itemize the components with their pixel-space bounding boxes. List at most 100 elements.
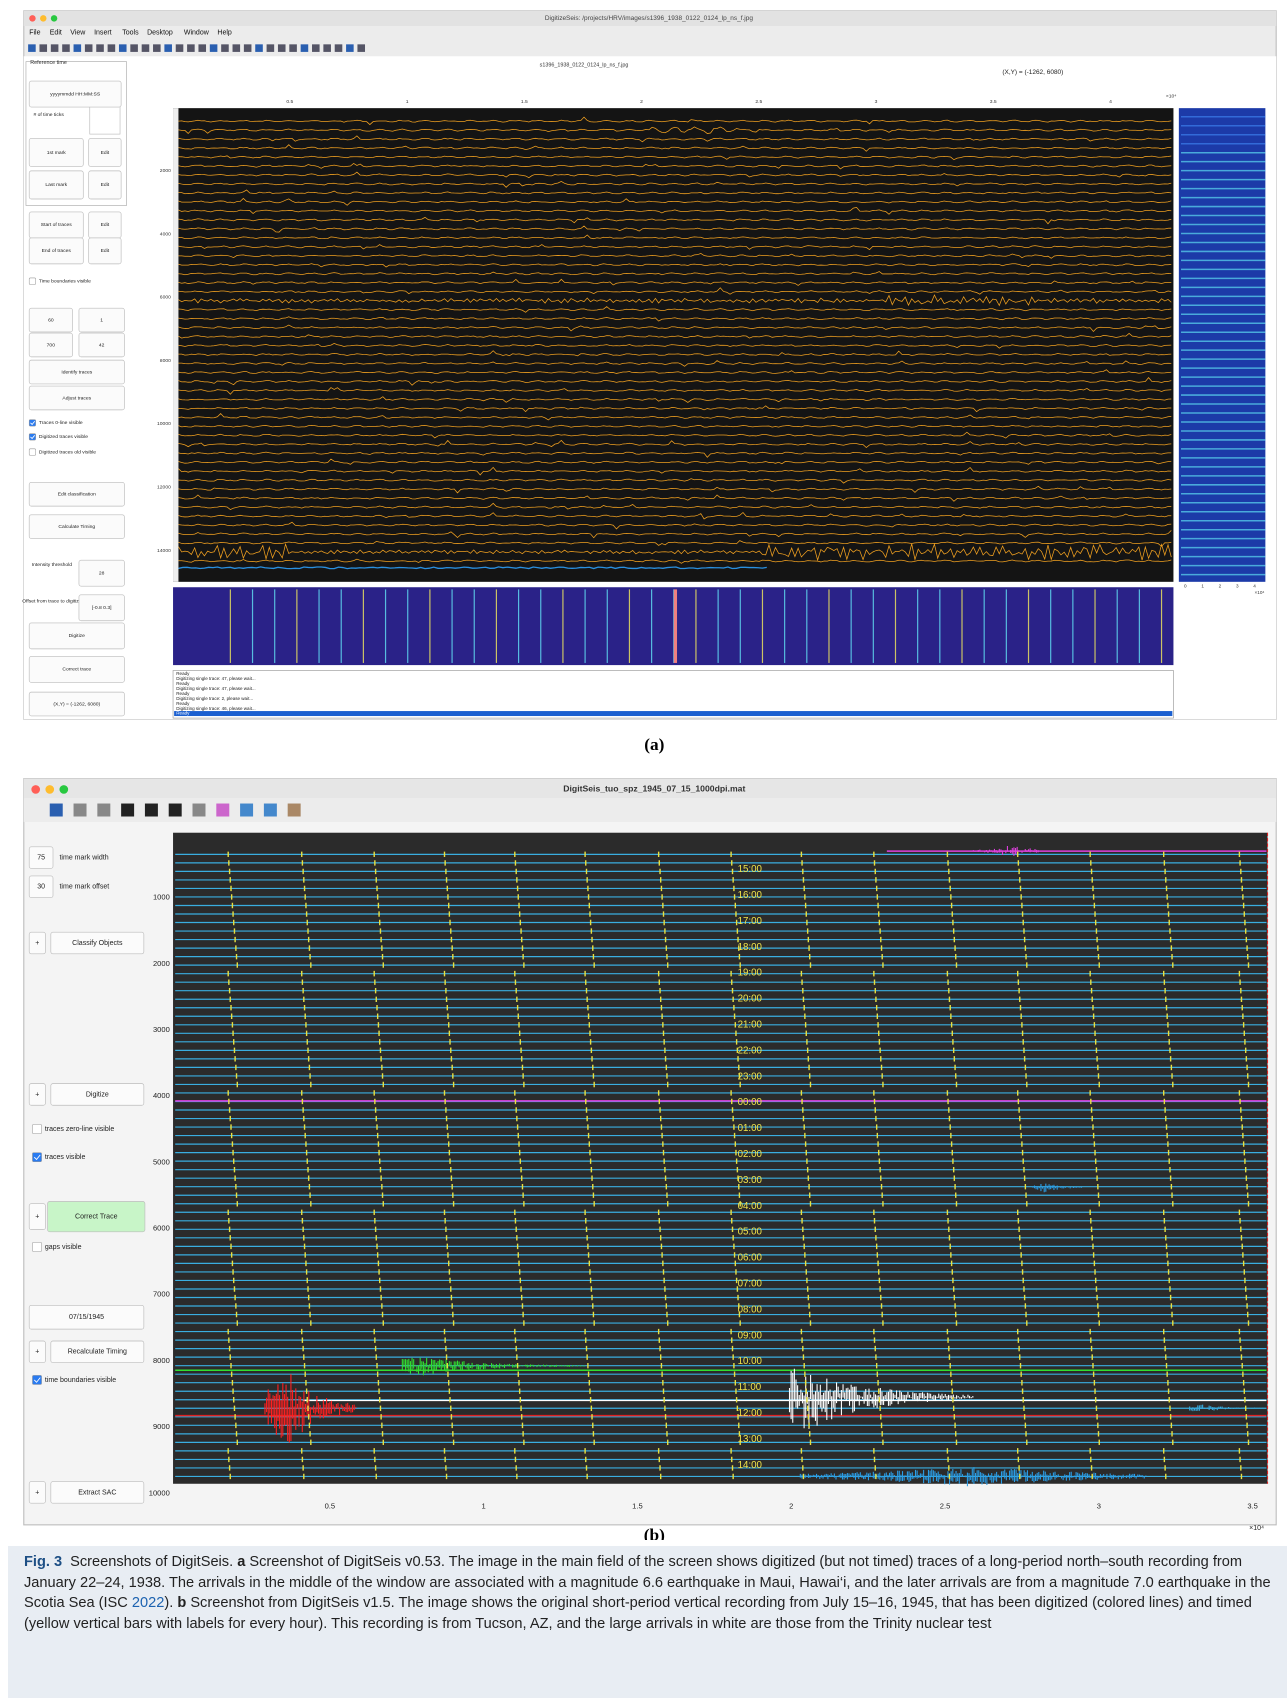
button-label[interactable]: 700 bbox=[47, 342, 56, 348]
button-label[interactable]: Digitize bbox=[69, 633, 86, 639]
checkbox[interactable] bbox=[32, 1124, 41, 1133]
checkbox-label[interactable]: Digitized traces visible bbox=[39, 434, 88, 440]
toolbar-icon[interactable] bbox=[169, 804, 182, 817]
toolbar-icon[interactable] bbox=[97, 804, 110, 817]
toolbar-icon[interactable] bbox=[176, 44, 184, 52]
toolbar-icon[interactable] bbox=[357, 44, 365, 52]
checkbox-label[interactable]: Digitized traces old visible bbox=[39, 449, 96, 455]
checkbox[interactable] bbox=[29, 434, 35, 440]
toolbar-icon[interactable] bbox=[187, 44, 195, 52]
button-label[interactable]: + bbox=[35, 1091, 39, 1098]
button-label[interactable]: 60 bbox=[48, 317, 54, 323]
button-label[interactable]: Digitize bbox=[86, 1091, 109, 1098]
menu-item[interactable]: Window bbox=[184, 29, 210, 36]
button-label[interactable]: Correct trace bbox=[62, 667, 91, 673]
toolbar-icon[interactable] bbox=[323, 44, 331, 52]
toolbar-icon[interactable] bbox=[145, 804, 158, 817]
toolbar-icon[interactable] bbox=[193, 804, 206, 817]
button-label[interactable]: Adjust traces bbox=[62, 395, 91, 401]
button-label[interactable]: End of traces bbox=[42, 248, 72, 254]
button-label[interactable]: [-0.8 0.3] bbox=[92, 605, 112, 611]
toolbar-icon[interactable] bbox=[74, 804, 87, 817]
checkbox[interactable] bbox=[29, 278, 35, 284]
checkbox-label[interactable]: Traces 0-line visible bbox=[39, 420, 83, 426]
toolbar-icon[interactable] bbox=[85, 44, 93, 52]
checkbox[interactable] bbox=[32, 1242, 41, 1251]
button-label[interactable]: Extract SAC bbox=[78, 1489, 116, 1496]
toolbar-icon[interactable] bbox=[264, 804, 277, 817]
menu-item[interactable]: View bbox=[70, 29, 86, 36]
checkbox[interactable] bbox=[32, 1375, 41, 1384]
checkbox[interactable] bbox=[32, 1153, 41, 1162]
menu-item[interactable]: Insert bbox=[94, 29, 112, 36]
toolbar-icon[interactable] bbox=[130, 44, 138, 52]
menu-item[interactable]: Edit bbox=[50, 29, 62, 36]
menu-item[interactable]: Desktop bbox=[147, 29, 173, 36]
zoom-button[interactable] bbox=[51, 15, 57, 21]
toolbar-icon[interactable] bbox=[335, 44, 343, 52]
toolbar-icon[interactable] bbox=[164, 44, 172, 52]
toolbar-icon[interactable] bbox=[198, 44, 206, 52]
menu-item[interactable]: File bbox=[29, 29, 40, 36]
minimize-button[interactable] bbox=[45, 785, 54, 794]
toolbar-icon[interactable] bbox=[289, 44, 297, 52]
button-label[interactable]: 07/15/1945 bbox=[69, 1314, 104, 1321]
button-label[interactable]: Calculate Timing bbox=[58, 524, 95, 530]
toolbar-icon[interactable] bbox=[233, 44, 241, 52]
close-button[interactable] bbox=[31, 785, 40, 794]
button-label[interactable]: + bbox=[35, 1214, 39, 1221]
button-label[interactable]: 1st mark bbox=[47, 150, 67, 156]
close-button[interactable] bbox=[29, 15, 35, 21]
button-label[interactable]: Edit bbox=[101, 150, 110, 156]
toolbar-icon[interactable] bbox=[121, 804, 134, 817]
button-label[interactable]: 30 bbox=[37, 884, 45, 891]
button-label[interactable]: + bbox=[35, 1349, 39, 1356]
toolbar-icon[interactable] bbox=[301, 44, 309, 52]
reference[interactable]: 2022 bbox=[132, 1595, 164, 1611]
button-label[interactable]: 1 bbox=[100, 317, 103, 323]
button-label[interactable]: + bbox=[35, 940, 39, 947]
toolbar-icon[interactable] bbox=[346, 44, 354, 52]
toolbar-icon[interactable] bbox=[210, 44, 218, 52]
toolbar-icon[interactable] bbox=[39, 44, 47, 52]
button-label[interactable]: 28 bbox=[99, 570, 105, 576]
checkbox-label[interactable]: traces zero-line visible bbox=[45, 1126, 115, 1133]
toolbar-icon[interactable] bbox=[312, 44, 320, 52]
input-box[interactable] bbox=[90, 106, 120, 134]
button-label[interactable]: Last mark bbox=[45, 182, 67, 188]
toolbar-icon[interactable] bbox=[244, 44, 252, 52]
checkbox[interactable] bbox=[29, 449, 35, 455]
toolbar-icon[interactable] bbox=[51, 44, 59, 52]
menu-item[interactable]: Tools bbox=[122, 29, 139, 36]
toolbar-icon[interactable] bbox=[216, 804, 229, 817]
toolbar-icon[interactable] bbox=[142, 44, 150, 52]
toolbar-icon[interactable] bbox=[267, 44, 275, 52]
button-label[interactable]: Edit classification bbox=[58, 492, 96, 498]
toolbar-icon[interactable] bbox=[278, 44, 286, 52]
menu-item[interactable]: Help bbox=[217, 29, 232, 36]
toolbar-icon[interactable] bbox=[62, 44, 70, 52]
checkbox-label[interactable]: gaps visible bbox=[45, 1244, 82, 1251]
button-label[interactable]: Edit bbox=[101, 248, 110, 254]
button-label[interactable]: Start of traces bbox=[41, 222, 72, 228]
checkbox-label[interactable]: Time boundaries visible bbox=[39, 278, 91, 284]
button-label[interactable]: 75 bbox=[37, 854, 45, 861]
toolbar-icon[interactable] bbox=[221, 44, 229, 52]
button-label[interactable]: Recalculate Timing bbox=[68, 1349, 127, 1356]
checkbox[interactable] bbox=[29, 420, 35, 426]
button-label[interactable]: Edit bbox=[101, 182, 110, 188]
toolbar-icon[interactable] bbox=[153, 44, 161, 52]
toolbar-icon[interactable] bbox=[240, 804, 253, 817]
zoom-button[interactable] bbox=[59, 785, 68, 794]
minimize-button[interactable] bbox=[40, 15, 46, 21]
button-label[interactable]: + bbox=[35, 1489, 39, 1496]
toolbar-icon[interactable] bbox=[50, 804, 63, 817]
toolbar-icon[interactable] bbox=[119, 44, 127, 52]
toolbar-icon[interactable] bbox=[255, 44, 263, 52]
button-label[interactable]: Edit bbox=[101, 222, 110, 228]
toolbar-icon[interactable] bbox=[108, 44, 116, 52]
button-label[interactable]: (X,Y) = (-1262, 6080) bbox=[53, 701, 100, 707]
button-label[interactable]: Correct Trace bbox=[75, 1214, 118, 1221]
button-label[interactable]: 42 bbox=[99, 342, 105, 348]
toolbar-icon[interactable] bbox=[28, 44, 36, 52]
